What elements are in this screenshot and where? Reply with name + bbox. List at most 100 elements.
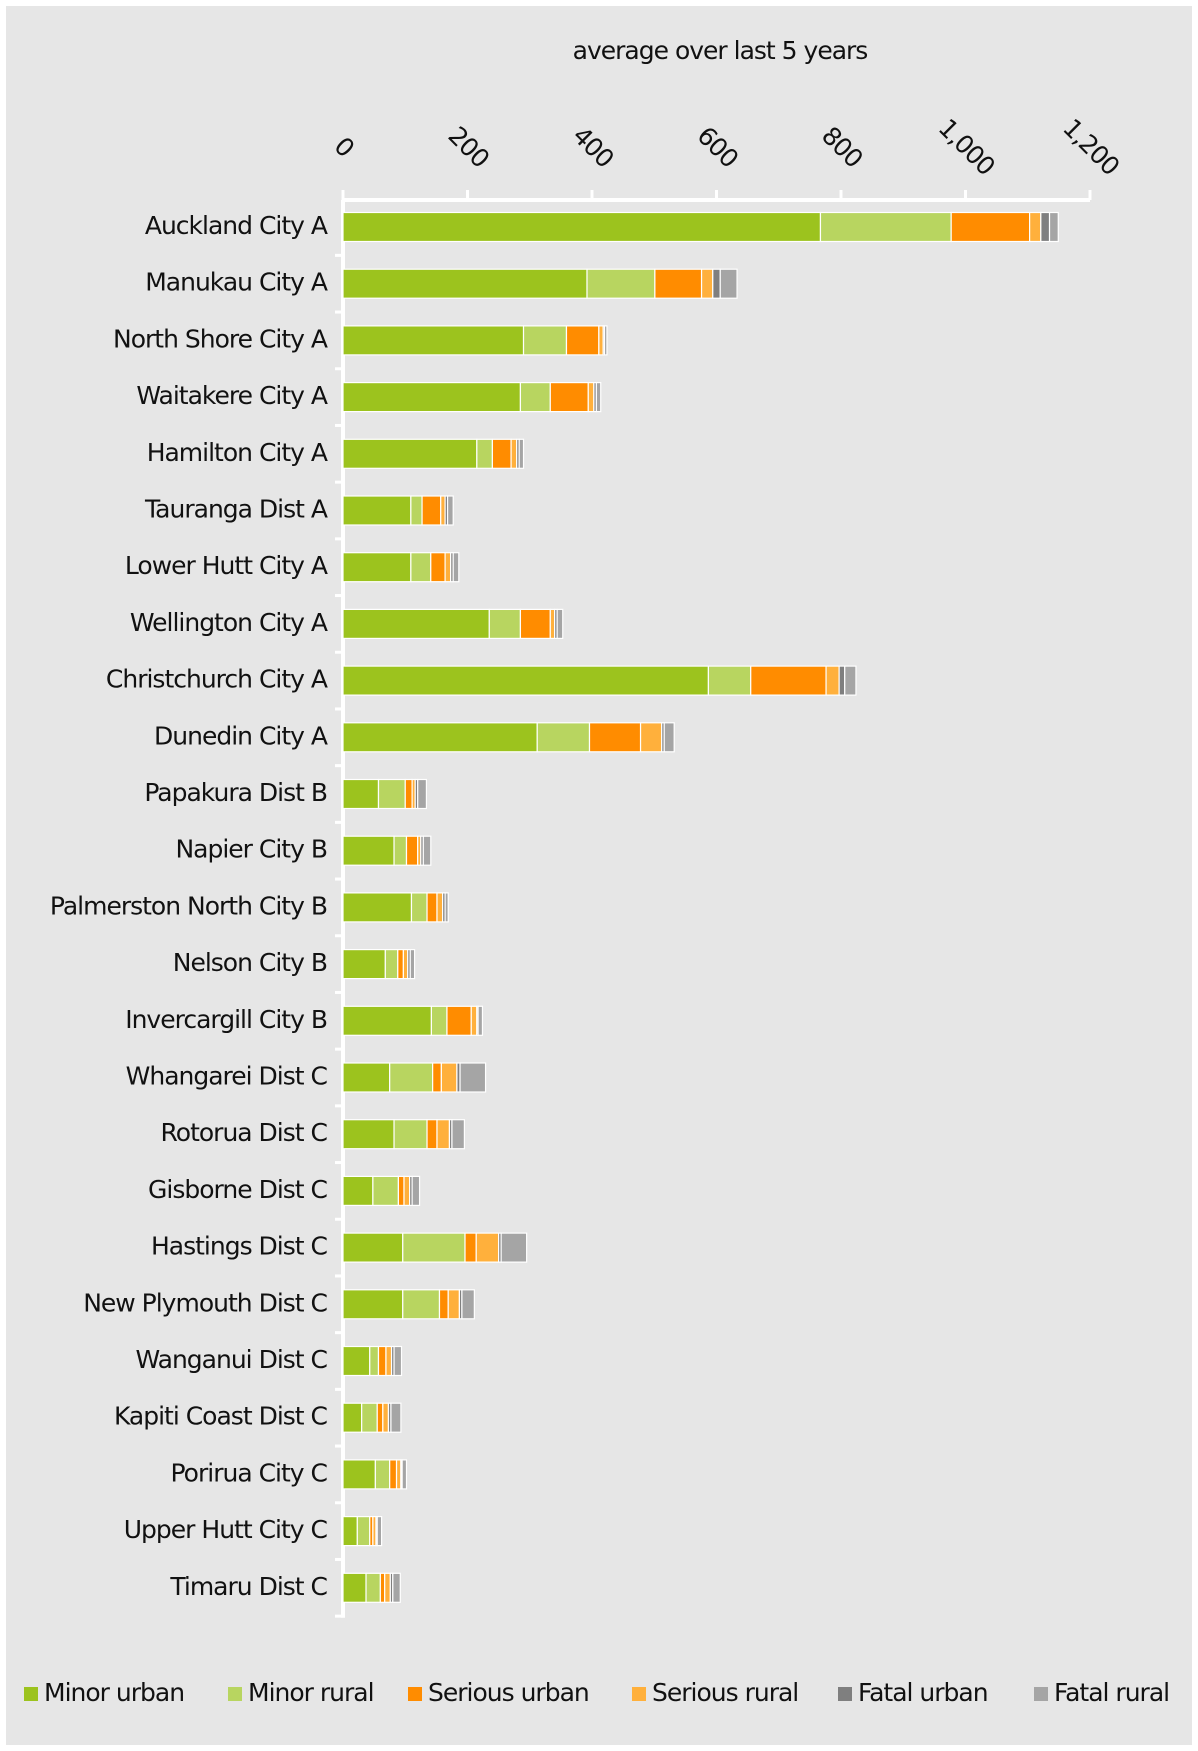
y-tick-label: Rotorua Dist C — [161, 1118, 328, 1147]
bar-segment — [342, 835, 395, 866]
bar-segment — [390, 1402, 402, 1433]
bar-segment — [342, 325, 525, 356]
y-tick-label: Papakura Dist B — [144, 778, 327, 807]
legend-swatch — [1034, 1687, 1048, 1701]
bar-segment — [639, 722, 663, 753]
bar-segment — [663, 722, 675, 753]
bar-segment — [598, 325, 604, 356]
legend-label: Fatal urban — [858, 1678, 988, 1707]
legend-swatch — [24, 1687, 38, 1701]
bar-segment — [409, 948, 416, 980]
bar-segment — [440, 1062, 458, 1093]
bar-segment — [397, 948, 404, 980]
y-tick-label: Hamilton City A — [147, 438, 328, 467]
bar-segment — [393, 1345, 403, 1377]
bar-segment — [342, 608, 490, 640]
bar-segment — [379, 1572, 386, 1603]
bar-segment — [397, 1175, 405, 1207]
bar-segment — [376, 1515, 383, 1547]
bar-segment — [451, 1119, 465, 1150]
bar-segment — [410, 892, 428, 923]
legend-swatch — [228, 1687, 242, 1701]
bar-segment — [402, 1232, 466, 1263]
bar-segment — [402, 1289, 441, 1320]
y-tick-label: Hastings Dist C — [151, 1232, 328, 1261]
bar-segment — [844, 665, 857, 696]
bar-segment — [342, 438, 478, 469]
bar-segment — [374, 1459, 391, 1490]
bar-segment — [365, 1572, 381, 1603]
legend-label: Serious urban — [428, 1678, 589, 1707]
y-tick-label: Palmerston North City B — [50, 891, 327, 920]
bar-segment — [432, 1062, 442, 1093]
bar-segment — [436, 1119, 451, 1150]
bar-segment — [712, 268, 721, 299]
y-tick-label: Christchurch City A — [106, 665, 328, 694]
y-tick-label: Napier City B — [175, 835, 327, 864]
bar-segment — [586, 268, 656, 299]
bar-segment — [342, 1232, 404, 1263]
bar-segment — [342, 211, 822, 243]
bar-segment — [389, 1459, 398, 1490]
bar-segment — [549, 382, 589, 413]
bar-segment — [1029, 211, 1042, 243]
bar-segment — [825, 665, 840, 696]
bar-segment — [565, 325, 600, 356]
bar-segment — [500, 1232, 528, 1263]
bar-segment — [342, 1515, 358, 1547]
bar-segment — [376, 1402, 384, 1433]
bar-segment — [446, 1005, 472, 1036]
legend-swatch — [838, 1687, 852, 1701]
bar-segment — [422, 835, 432, 866]
bar-segment — [1048, 211, 1059, 243]
bar-segment — [519, 608, 551, 640]
bar-segment — [491, 438, 512, 469]
bar-segment — [417, 778, 428, 810]
bar-segment — [393, 1119, 428, 1150]
bar-segment — [438, 1289, 449, 1320]
bar-segment — [342, 1402, 363, 1433]
bar-segment — [342, 892, 413, 923]
bar-segment — [342, 382, 522, 413]
y-tick-label: Timaru Dist C — [169, 1572, 327, 1601]
bar-segment — [556, 608, 564, 640]
legend-label: Minor urban — [44, 1678, 184, 1707]
bar-segment — [476, 438, 493, 469]
bar-segment — [522, 325, 568, 356]
bar-segment — [384, 948, 399, 980]
bar-segment — [654, 268, 703, 299]
bar-segment — [470, 1005, 478, 1036]
bar-segment — [342, 722, 538, 753]
legend-label: Serious rural — [652, 1678, 798, 1707]
y-tick-label: Waitakere City A — [136, 381, 327, 410]
bar-segment — [510, 438, 518, 469]
bar-segment — [395, 1459, 402, 1490]
bar-segment — [361, 1402, 378, 1433]
bar-segment — [401, 1459, 408, 1490]
bar-segment — [440, 495, 446, 526]
y-tick-label: Nelson City B — [173, 948, 327, 977]
bar-segment — [342, 552, 412, 583]
bar-segment — [342, 1289, 404, 1320]
bar-segment — [342, 1345, 371, 1377]
bar-segment — [410, 495, 423, 526]
bar-segment — [447, 1289, 461, 1320]
y-tick-label: Upper Hutt City C — [124, 1515, 328, 1544]
bar-segment — [700, 268, 714, 299]
y-tick-label: North Shore City A — [113, 324, 328, 353]
bar-segment — [403, 1175, 411, 1207]
bar-segment — [819, 211, 952, 243]
bar-segment — [588, 722, 642, 753]
y-tick-label: Manukau City A — [145, 268, 328, 297]
bar-segment — [369, 1345, 380, 1377]
bar-segment — [430, 552, 446, 583]
bar-segment — [342, 1062, 391, 1093]
y-tick-label: Wanganui Dist C — [136, 1345, 328, 1374]
y-tick-label: New Plymouth Dist C — [83, 1288, 327, 1317]
bar-segment — [603, 325, 608, 356]
legend-label: Fatal rural — [1054, 1678, 1169, 1707]
bar-segment — [385, 1345, 393, 1377]
bar-segment — [342, 495, 412, 526]
x-axis-label: average over last 5 years — [573, 36, 868, 65]
